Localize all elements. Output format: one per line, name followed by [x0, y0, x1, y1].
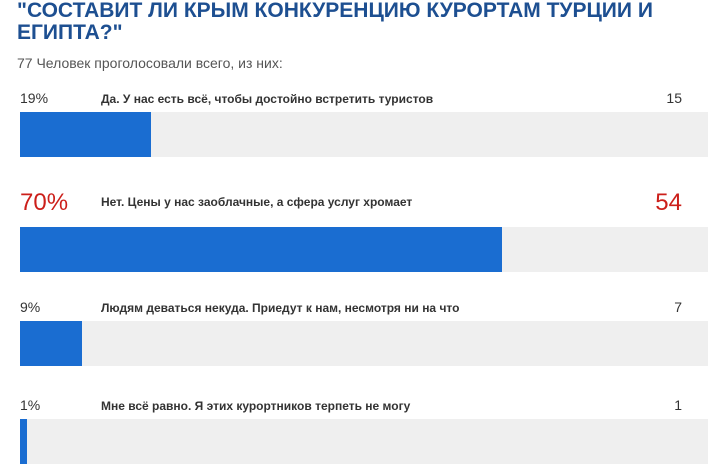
option-percent: 19% [20, 90, 49, 106]
vote-total: 77 Человек проголосовали всего, из них: [17, 55, 283, 71]
option-bar-track [20, 112, 708, 157]
option-bar-fill [20, 227, 502, 272]
option-bar-fill [20, 321, 82, 366]
option-label: Мне всё равно. Я этих курортников терпет… [101, 399, 411, 413]
option-count: 54 [655, 189, 682, 216]
option-percent: 1% [20, 397, 41, 413]
option-count: 7 [674, 299, 682, 315]
option-label: Людям деваться некуда. Приедут к нам, не… [101, 301, 460, 315]
option-bar-fill [20, 112, 151, 157]
option-percent: 70% [20, 189, 69, 216]
option-percent: 9% [20, 299, 41, 315]
option-count: 1 [674, 397, 682, 413]
poll-question: "СОСТАВИТ ЛИ КРЫМ КОНКУРЕНЦИЮ КУРОРТАМ Т… [17, 0, 653, 44]
option-bar-track [20, 419, 708, 464]
option-count: 15 [666, 90, 682, 106]
option-label: Нет. Цены у нас заоблачные, а сфера услу… [101, 195, 413, 209]
option-label: Да. У нас есть всё, чтобы достойно встре… [101, 92, 434, 106]
option-bar-fill [20, 419, 27, 464]
option-bar-track [20, 227, 708, 272]
option-bar-track [20, 321, 708, 366]
